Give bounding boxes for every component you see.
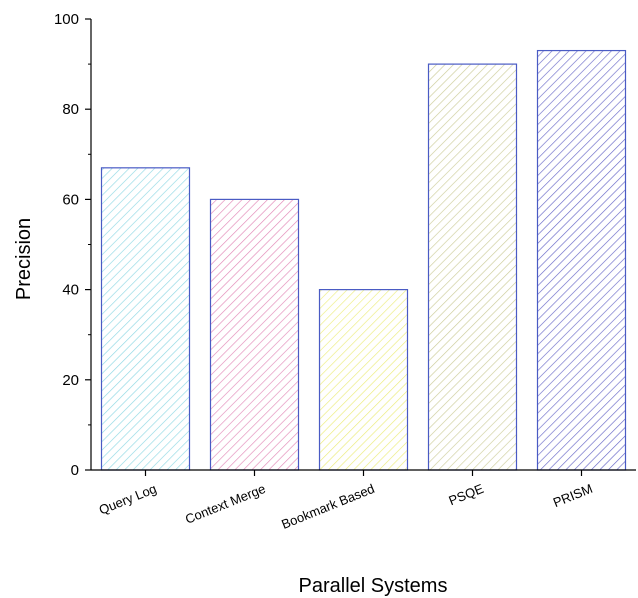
y-tick-label: 100 [54,11,79,28]
bars-layer [100,49,627,471]
x-tick-label: Query Log [97,481,159,518]
y-tick-label: 0 [71,462,79,479]
y-axis-title: Precision [13,218,35,300]
x-tick-labels: Query Log Context Merge Bookmark Based PSQE… [97,470,595,532]
x-tick-label: PSQE [447,481,486,509]
x-tick-label: Context Merge [183,481,268,527]
y-tick-label: 80 [62,101,79,118]
x-tick-label: Bookmark Based [279,481,376,532]
y-tick-label: 20 [62,372,79,389]
x-tick-label: PRISM [551,481,595,510]
bar-context-merge [209,198,300,471]
y-ticks: 0 20 40 60 80 100 [54,11,91,479]
y-tick-label: 60 [62,191,79,208]
x-axis-title: Parallel Systems [299,575,448,597]
bar-prism [536,49,627,471]
bar-bookmark-based [318,289,409,471]
bar-psqe [427,63,518,471]
y-tick-label: 40 [62,282,79,299]
bar-query-log [100,167,191,471]
